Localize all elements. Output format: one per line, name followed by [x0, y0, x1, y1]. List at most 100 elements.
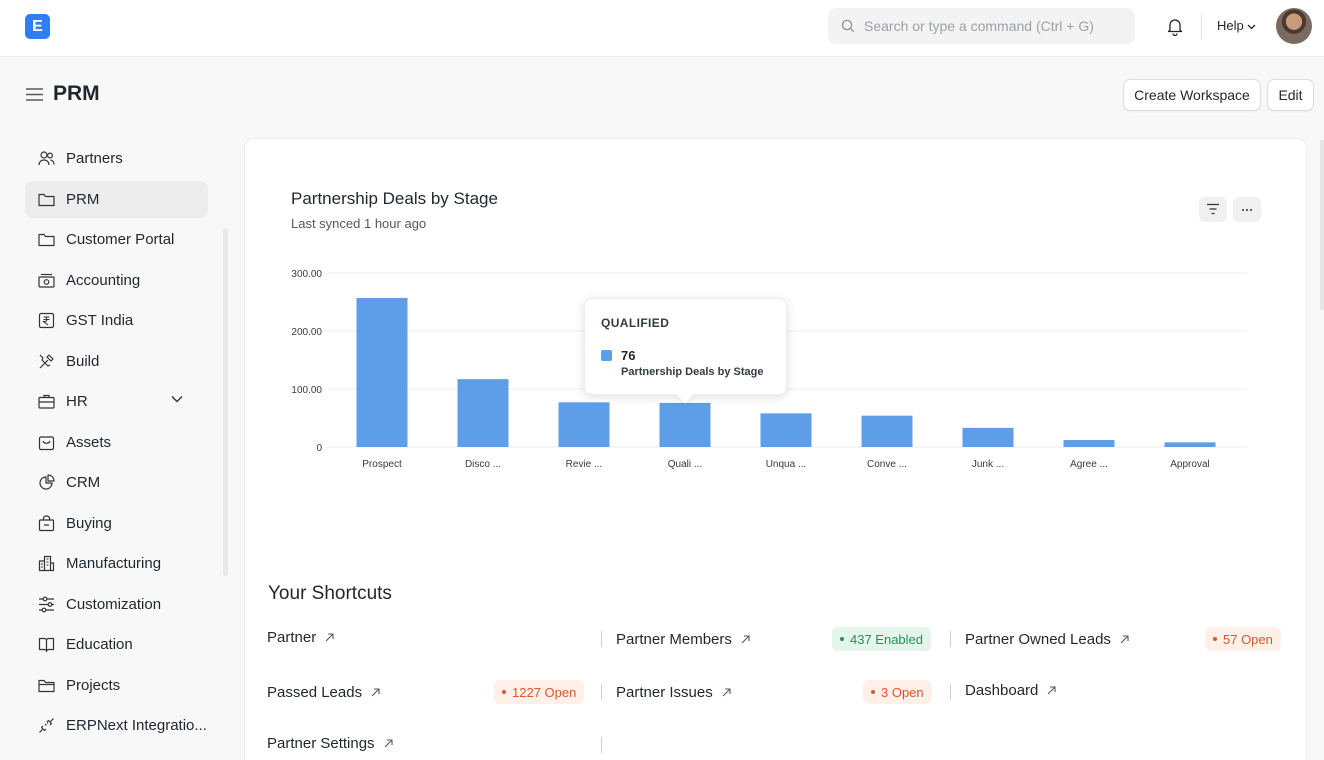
sidebar-item-accounting[interactable]: Accounting	[25, 262, 208, 299]
sidebar-item-label: Projects	[66, 676, 121, 694]
book-icon	[38, 637, 55, 653]
chart-title: Partnership Deals by Stage	[291, 189, 498, 208]
chart-bar[interactable]	[1063, 440, 1115, 447]
sidebar: Partners PRM Customer Portal Accounting …	[25, 140, 208, 748]
sidebar-item-projects[interactable]: Projects	[25, 667, 208, 704]
badge-text: 437 Enabled	[850, 631, 924, 647]
shortcut-partner[interactable]: Partner	[267, 624, 334, 650]
edit-button[interactable]: Edit	[1267, 79, 1314, 111]
sidebar-item-assets[interactable]: Assets	[25, 424, 208, 461]
factory-icon	[38, 555, 55, 572]
sidebar-item-label: Customization	[66, 595, 162, 613]
arrow-up-right-icon	[325, 632, 334, 641]
shortcut-partner-owned-leads[interactable]: Partner Owned Leads	[965, 626, 1129, 652]
users-icon	[38, 151, 55, 166]
arrow-up-right-icon	[384, 738, 393, 747]
filter-icon	[1207, 203, 1219, 215]
shortcut-partner-issues[interactable]: Partner Issues	[616, 679, 731, 705]
sidebar-item-erpnext-integrations[interactable]: ERPNext Integratio...	[25, 707, 208, 744]
status-badge: 437 Enabled	[832, 627, 932, 651]
chart-bar[interactable]	[1164, 442, 1216, 447]
tooltip-value: 76	[621, 348, 636, 363]
search-bar[interactable]	[828, 8, 1135, 44]
accounting-icon	[38, 273, 55, 288]
sidebar-item-hr[interactable]: HR	[25, 383, 208, 420]
sidebar-item-partners[interactable]: Partners	[25, 140, 208, 177]
sidebar-item-customization[interactable]: Customization	[25, 586, 208, 623]
sidebar-item-label: Accounting	[66, 271, 141, 289]
sidebar-item-education[interactable]: Education	[25, 626, 208, 663]
sidebar-item-label: PRM	[66, 190, 100, 208]
help-label: Help	[1217, 18, 1244, 33]
chart-bar[interactable]	[659, 402, 711, 447]
app-logo[interactable]: E	[25, 14, 50, 39]
rupee-icon	[38, 312, 55, 329]
integration-icon	[39, 718, 54, 733]
badge-text: 3 Open	[881, 684, 924, 700]
briefcase-icon	[38, 394, 55, 409]
sidebar-item-crm[interactable]: CRM	[25, 464, 208, 501]
sidebar-item-label: Partners	[66, 150, 123, 167]
sidebar-item-manufacturing[interactable]: Manufacturing	[25, 545, 208, 582]
sidebar-item-label: Assets	[66, 433, 112, 451]
sidebar-item-label: Build	[66, 352, 100, 370]
shortcut-dashboard[interactable]: Dashboard	[965, 677, 1056, 703]
sidebar-item-label: GST India	[66, 312, 134, 329]
page-scrollbar[interactable]	[1320, 140, 1324, 310]
sidebar-item-customer-portal[interactable]: Customer Portal	[25, 221, 208, 258]
tooltip-series-name: Partnership Deals by Stage	[621, 366, 764, 378]
chart-bar[interactable]	[457, 379, 509, 447]
badge-text: 57 Open	[1223, 631, 1273, 647]
y-tick-label: 100.00	[291, 385, 322, 396]
x-tick-label: Conve ...	[867, 459, 907, 470]
sidebar-item-label: HR	[66, 393, 88, 410]
shortcut-divider	[601, 631, 602, 647]
hamburger-menu-icon[interactable]	[26, 88, 43, 101]
chart-bar[interactable]	[558, 402, 610, 447]
shortcut-passed-leads[interactable]: Passed Leads	[267, 679, 380, 705]
chart-bar[interactable]	[861, 415, 913, 447]
user-avatar[interactable]	[1276, 8, 1312, 44]
shortcut-divider	[950, 684, 951, 700]
shortcut-label: Partner Issues	[616, 683, 713, 701]
tooltip-category: QUALIFIED	[601, 316, 670, 330]
notification-bell-icon[interactable]	[1166, 17, 1184, 36]
y-tick-label: 300.00	[291, 269, 322, 280]
chart-more-button[interactable]	[1233, 197, 1261, 222]
top-navbar: E Help	[0, 0, 1324, 57]
shortcuts-heading: Your Shortcuts	[268, 583, 392, 604]
shortcut-label: Partner Owned Leads	[965, 630, 1111, 648]
chart-tooltip: QUALIFIED 76 Partnership Deals by Stage	[584, 298, 787, 395]
sidebar-item-label: Buying	[66, 514, 112, 532]
folder-icon	[38, 679, 55, 692]
shortcut-partner-settings[interactable]: Partner Settings	[267, 730, 393, 756]
search-input[interactable]	[864, 8, 1129, 44]
shortcut-label: Dashboard	[965, 681, 1039, 699]
chart-filter-button[interactable]	[1199, 197, 1227, 222]
search-icon	[841, 19, 855, 33]
arrow-up-right-icon	[1120, 634, 1129, 643]
sidebar-item-label: Education	[66, 636, 133, 653]
create-workspace-button[interactable]: Create Workspace	[1123, 79, 1261, 111]
shortcut-label: Partner Members	[616, 630, 732, 648]
chevron-down-icon[interactable]	[171, 395, 183, 403]
shortcut-partner-members[interactable]: Partner Members	[616, 626, 750, 652]
sidebar-item-label: Manufacturing	[66, 555, 162, 572]
sidebar-item-gst-india[interactable]: GST India	[25, 302, 208, 339]
chart-bar[interactable]	[760, 413, 812, 447]
sidebar-item-label: Customer Portal	[66, 231, 175, 248]
arrow-up-right-icon	[741, 634, 750, 643]
shortcut-divider	[601, 737, 602, 753]
sidebar-scrollbar[interactable]	[223, 228, 228, 576]
chart-sync-status: Last synced 1 hour ago	[291, 216, 427, 231]
help-dropdown[interactable]: Help	[1217, 18, 1256, 33]
chart-bar[interactable]	[962, 427, 1014, 447]
buying-icon	[38, 514, 55, 531]
sidebar-item-prm[interactable]: PRM	[25, 180, 208, 218]
sidebar-item-buying[interactable]: Buying	[25, 505, 208, 542]
sidebar-item-build[interactable]: Build	[25, 343, 208, 380]
sidebar-item-label: ERPNext Integratio...	[66, 717, 207, 734]
chart-bar[interactable]	[356, 297, 408, 447]
shortcut-label: Passed Leads	[267, 683, 363, 701]
chart-x-ticks: Prospect Disco ... Revie ... Quali ... Unqua…	[362, 459, 1209, 470]
